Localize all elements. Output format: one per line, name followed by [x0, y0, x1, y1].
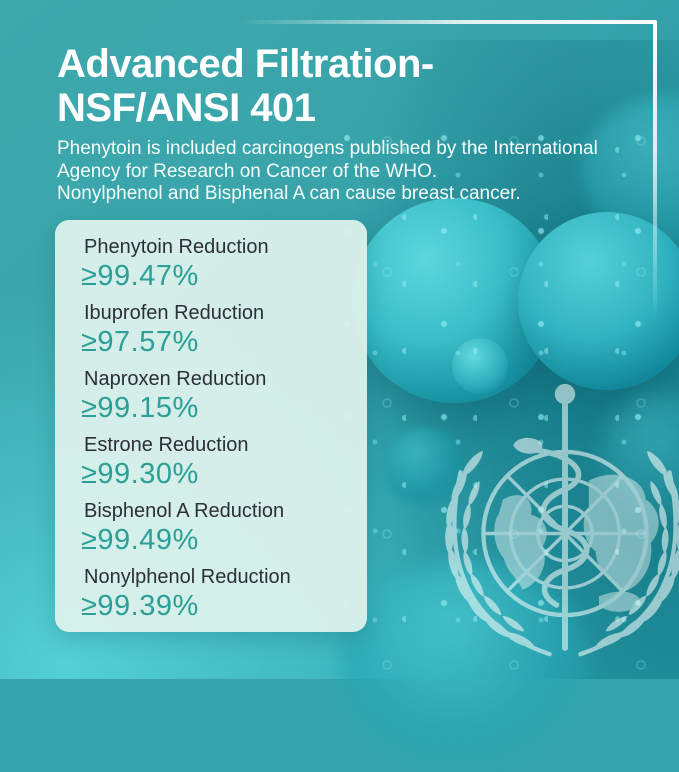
subtitle-line: Phenytoin is included carcinogens publis… [57, 138, 598, 159]
reduction-item: Naproxen Reduction ≥99.15% [81, 368, 347, 423]
reduction-item: Phenytoin Reduction ≥99.47% [81, 236, 347, 291]
reduction-value: ≥99.49% [81, 524, 199, 556]
subtitle-line: Nonylphenol and Bisphenal A can cause br… [57, 183, 521, 204]
reduction-label: Nonylphenol Reduction [84, 566, 291, 588]
reduction-value: ≥99.39% [81, 590, 199, 622]
reduction-item: Ibuprofen Reduction ≥97.57% [81, 302, 347, 357]
page-title-line1: Advanced Filtration- [57, 42, 434, 86]
reduction-value: ≥99.15% [81, 392, 199, 424]
reduction-card: Phenytoin Reduction ≥99.47% Ibuprofen Re… [55, 220, 367, 632]
background-speckles [335, 120, 679, 679]
page-title: Advanced Filtration- NSF/ANSI 401 [57, 42, 434, 130]
reduction-value: ≥99.47% [81, 260, 199, 292]
reduction-label: Phenytoin Reduction [84, 236, 269, 258]
page-subtitle: Phenytoin is included carcinogens publis… [57, 138, 612, 206]
reduction-value: ≥99.30% [81, 458, 199, 490]
reduction-label: Estrone Reduction [84, 434, 249, 456]
frame-line-top [236, 20, 657, 24]
reduction-label: Naproxen Reduction [84, 368, 267, 390]
subtitle-line: Agency for Research on Cancer of the WHO… [57, 160, 438, 182]
page-title-line2: NSF/ANSI 401 [57, 86, 316, 130]
reduction-value: ≥97.57% [81, 326, 199, 358]
reduction-item: Nonylphenol Reduction ≥99.39% [81, 566, 347, 621]
reduction-item: Estrone Reduction ≥99.30% [81, 434, 347, 489]
reduction-label: Bisphenol A Reduction [84, 500, 285, 522]
frame-line-right [653, 20, 657, 320]
reduction-item: Bisphenol A Reduction ≥99.49% [81, 500, 347, 555]
who-emblem-icon [443, 383, 679, 657]
reduction-label: Ibuprofen Reduction [84, 302, 265, 324]
